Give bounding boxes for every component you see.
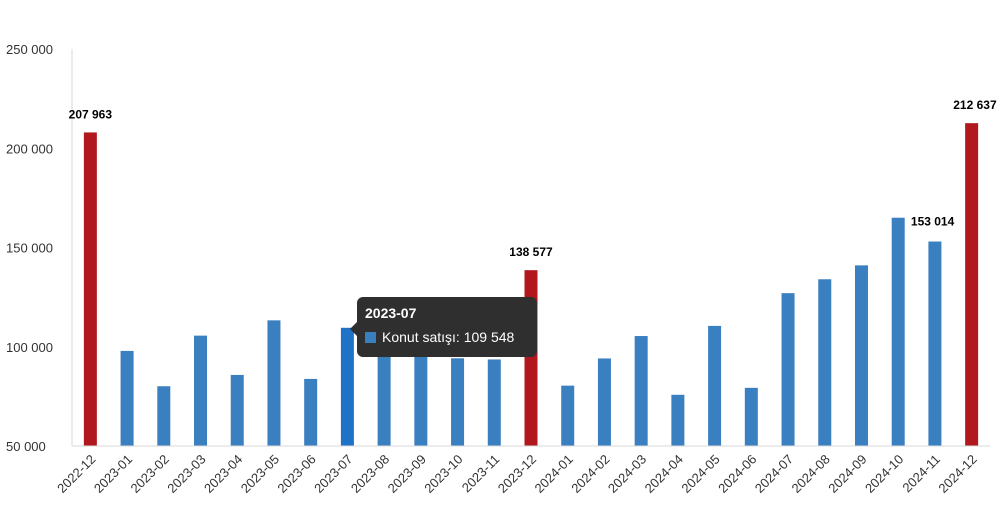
x-axis: 2022-122023-012023-022023-032023-042023-… [54, 445, 990, 496]
bar-2023-01[interactable] [120, 350, 134, 446]
x-tick-label: 2023-03 [164, 452, 208, 496]
x-tick-label: 2024-03 [605, 452, 649, 496]
bar-2023-03[interactable] [194, 335, 208, 446]
data-labels: 207 963 138 577 153 014 212 637 [69, 98, 997, 259]
x-tick-label: 2024-04 [642, 452, 686, 496]
bar-2024-08[interactable] [818, 279, 832, 446]
bar-2023-10[interactable] [451, 358, 465, 446]
bar-2024-03[interactable] [634, 336, 648, 446]
bar-2024-06[interactable] [744, 387, 758, 446]
x-tick-label: 2024-01 [531, 452, 575, 496]
x-tick-label: 2024-10 [862, 452, 906, 496]
tooltip-value: Konut satışı: 109 548 [382, 329, 515, 345]
bar-2024-05[interactable] [708, 325, 722, 446]
x-tick-label: 2023-12 [495, 452, 539, 496]
x-tick-label: 2024-06 [715, 452, 759, 496]
bar-2024-12[interactable] [965, 123, 979, 446]
bar-2024-07[interactable] [781, 293, 795, 446]
x-tick-label: 2023-01 [91, 452, 135, 496]
bar-2024-02[interactable] [597, 358, 611, 446]
data-label: 138 577 [509, 245, 553, 259]
bar-2024-04[interactable] [671, 394, 685, 446]
x-tick-label: 2023-06 [274, 452, 318, 496]
y-axis: 50 000 100 000 150 000 200 000 250 000 [6, 42, 73, 454]
bar-2023-11[interactable] [487, 359, 501, 446]
bar-2023-02[interactable] [157, 386, 171, 446]
tooltip-row: Konut satışı: 109 548 [365, 329, 529, 345]
bar-2023-07[interactable] [340, 327, 354, 446]
x-tick-label: 2024-07 [752, 452, 796, 496]
chart-tooltip: 2023-07 Konut satışı: 109 548 [350, 297, 537, 357]
x-tick-label: 2024-09 [825, 452, 869, 496]
y-tick-label: 250 000 [6, 42, 53, 57]
data-label: 212 637 [953, 98, 997, 112]
x-tick-label: 2024-05 [678, 452, 722, 496]
x-tick-label: 2024-12 [935, 452, 979, 496]
tooltip-arrow [350, 322, 357, 336]
x-tick-label: 2023-04 [201, 452, 245, 496]
x-tick-label: 2023-07 [311, 452, 355, 496]
bar-2024-01[interactable] [561, 385, 575, 446]
bar-2023-04[interactable] [230, 374, 244, 446]
bar-2024-10[interactable] [891, 217, 905, 446]
x-tick-label: 2024-08 [789, 452, 833, 496]
x-tick-label: 2023-09 [385, 452, 429, 496]
x-tick-label: 2023-10 [421, 452, 465, 496]
bar-2023-09[interactable] [414, 344, 428, 446]
tooltip-title: 2023-07 [365, 305, 417, 321]
bar-2024-11[interactable] [928, 241, 942, 446]
y-tick-label: 200 000 [6, 141, 53, 156]
x-tick-label: 2023-02 [128, 452, 172, 496]
x-tick-label: 2024-02 [568, 452, 612, 496]
x-tick-label: 2024-11 [899, 452, 943, 496]
bar-2023-06[interactable] [304, 378, 318, 446]
bar-2024-09[interactable] [854, 265, 868, 446]
bars [83, 123, 979, 446]
y-tick-label: 150 000 [6, 241, 53, 256]
x-tick-label: 2022-12 [54, 452, 98, 496]
x-tick-label: 2023-11 [459, 452, 503, 496]
data-label: 153 014 [911, 215, 955, 229]
x-tick-label: 2023-08 [348, 452, 392, 496]
series-swatch-icon [365, 331, 376, 343]
bar-2022-12[interactable] [83, 132, 97, 446]
data-label: 207 963 [69, 107, 113, 121]
x-tick-label: 2023-05 [238, 452, 282, 496]
bar-2023-05[interactable] [267, 320, 281, 446]
y-tick-label: 50 000 [6, 439, 46, 454]
y-tick-label: 100 000 [6, 340, 53, 355]
